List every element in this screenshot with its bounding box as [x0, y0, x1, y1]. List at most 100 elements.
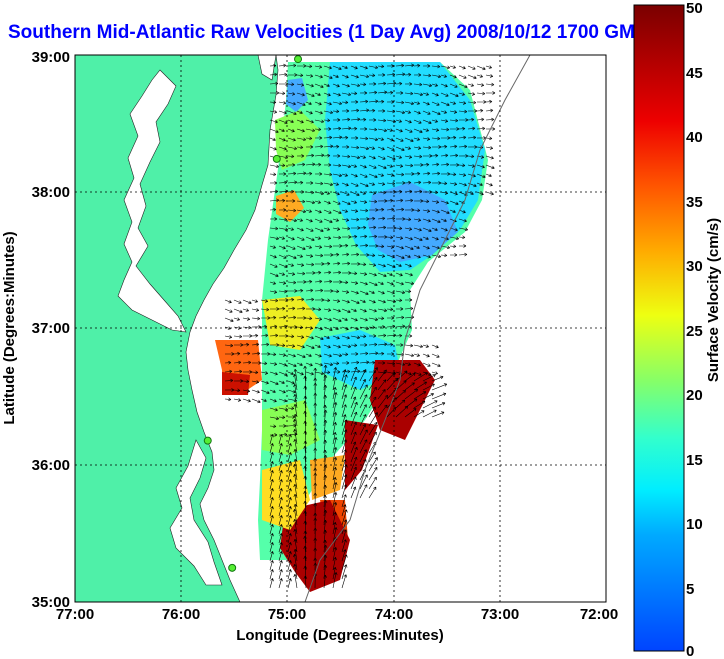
velocity-arrow — [314, 270, 322, 275]
velocity-arrow — [359, 99, 369, 104]
velocity-arrow — [251, 308, 260, 312]
velocity-arrow — [305, 227, 314, 232]
velocity-arrow — [395, 72, 406, 77]
velocity-arrow — [260, 389, 270, 395]
velocity-arrow — [359, 459, 367, 472]
velocity-arrow — [395, 100, 405, 105]
velocity-arrow — [293, 509, 298, 526]
velocity-arrow — [350, 108, 360, 113]
velocity-arrow — [224, 317, 234, 323]
velocity-arrow — [323, 218, 333, 224]
velocity-arrow — [350, 401, 358, 418]
velocity-arrow — [359, 299, 366, 304]
velocity-arrow — [368, 199, 378, 204]
velocity-arrow — [278, 227, 289, 232]
velocity-arrow — [395, 298, 403, 303]
velocity-arrow — [305, 119, 314, 124]
velocity-arrow — [296, 110, 303, 115]
velocity-arrow — [449, 172, 457, 177]
velocity-arrow — [269, 307, 280, 311]
velocity-arrow — [485, 82, 495, 87]
velocity-arrow — [269, 371, 278, 376]
velocity-arrow — [404, 389, 419, 400]
velocity-arrow — [440, 236, 449, 241]
velocity-arrow — [260, 380, 269, 385]
x-tick-label: 77:00 — [56, 606, 94, 623]
velocity-arrow — [377, 199, 388, 203]
velocity-arrow — [341, 414, 347, 427]
velocity-arrow — [251, 389, 260, 394]
velocity-arrow — [251, 299, 258, 303]
velocity-arrow — [341, 484, 348, 499]
velocity-arrow — [260, 342, 270, 347]
velocity-arrow — [431, 392, 447, 400]
velocity-arrow — [269, 100, 277, 105]
velocity-arrow — [287, 82, 295, 87]
velocity-arrow — [413, 82, 423, 87]
velocity-arrow — [305, 254, 314, 258]
velocity-arrow — [269, 172, 277, 177]
velocity-arrow — [269, 217, 278, 221]
velocity-arrow — [431, 74, 442, 79]
velocity-arrow — [404, 408, 417, 418]
velocity-arrow — [440, 101, 450, 107]
colorbar-tick-label: 10 — [686, 516, 703, 533]
velocity-arrow — [269, 119, 278, 124]
velocity-arrow — [467, 109, 478, 113]
velocity-arrow — [293, 573, 298, 589]
velocity-arrow — [323, 539, 327, 553]
velocity-arrow — [359, 217, 370, 221]
velocity-arrow — [404, 91, 414, 96]
velocity-arrow — [431, 153, 439, 158]
velocity-arrow — [404, 372, 416, 382]
velocity-arrow — [368, 317, 379, 322]
velocity-arrow — [314, 245, 323, 249]
velocity-arrow — [296, 171, 307, 176]
velocity-arrow — [293, 419, 298, 436]
velocity-arrow — [332, 422, 337, 436]
velocity-arrow — [293, 503, 298, 517]
velocity-arrow — [377, 394, 388, 409]
velocity-arrow — [422, 362, 431, 367]
velocity-arrow — [269, 137, 276, 142]
chart-title: Southern Mid-Atlantic Raw Velocities (1 … — [8, 22, 647, 43]
velocity-arrow — [323, 554, 328, 571]
velocity-arrow — [287, 101, 296, 106]
site-marker — [228, 563, 237, 572]
velocity-arrow — [368, 173, 378, 179]
velocity-arrow — [287, 119, 294, 124]
velocity-arrow — [296, 137, 307, 142]
velocity-arrow — [233, 308, 243, 314]
velocity-arrow — [314, 262, 325, 266]
velocity-arrow — [296, 92, 305, 97]
velocity-arrow — [404, 146, 411, 150]
velocity-arrow — [269, 362, 278, 366]
velocity-arrow — [395, 137, 404, 142]
velocity-arrow — [278, 163, 286, 168]
y-tick-label: 35:00 — [32, 594, 70, 611]
velocity-arrow — [404, 172, 415, 176]
velocity-arrow — [404, 217, 412, 222]
velocity-arrow — [422, 180, 432, 185]
velocity-arrow — [395, 399, 406, 409]
velocity-arrow — [278, 389, 286, 394]
velocity-arrow — [341, 529, 348, 544]
velocity-arrow — [323, 308, 332, 312]
velocity-arrow — [368, 216, 376, 221]
velocity-arrow — [332, 74, 339, 79]
velocity-arrow — [332, 244, 343, 248]
velocity-arrow — [341, 419, 348, 436]
velocity-arrow — [293, 538, 298, 553]
velocity-arrow — [269, 298, 279, 303]
velocity-arrow — [395, 405, 409, 418]
velocity-arrow — [269, 110, 278, 114]
velocity-arrow — [314, 298, 325, 302]
velocity-arrow — [314, 317, 323, 321]
velocity-arrow — [332, 118, 341, 122]
velocity-arrow — [287, 146, 298, 151]
velocity-arrow — [413, 208, 421, 213]
velocity-arrow — [305, 171, 313, 176]
velocity-arrow — [413, 227, 422, 232]
velocity-arrow — [440, 200, 449, 205]
velocity-arrow — [413, 218, 422, 222]
